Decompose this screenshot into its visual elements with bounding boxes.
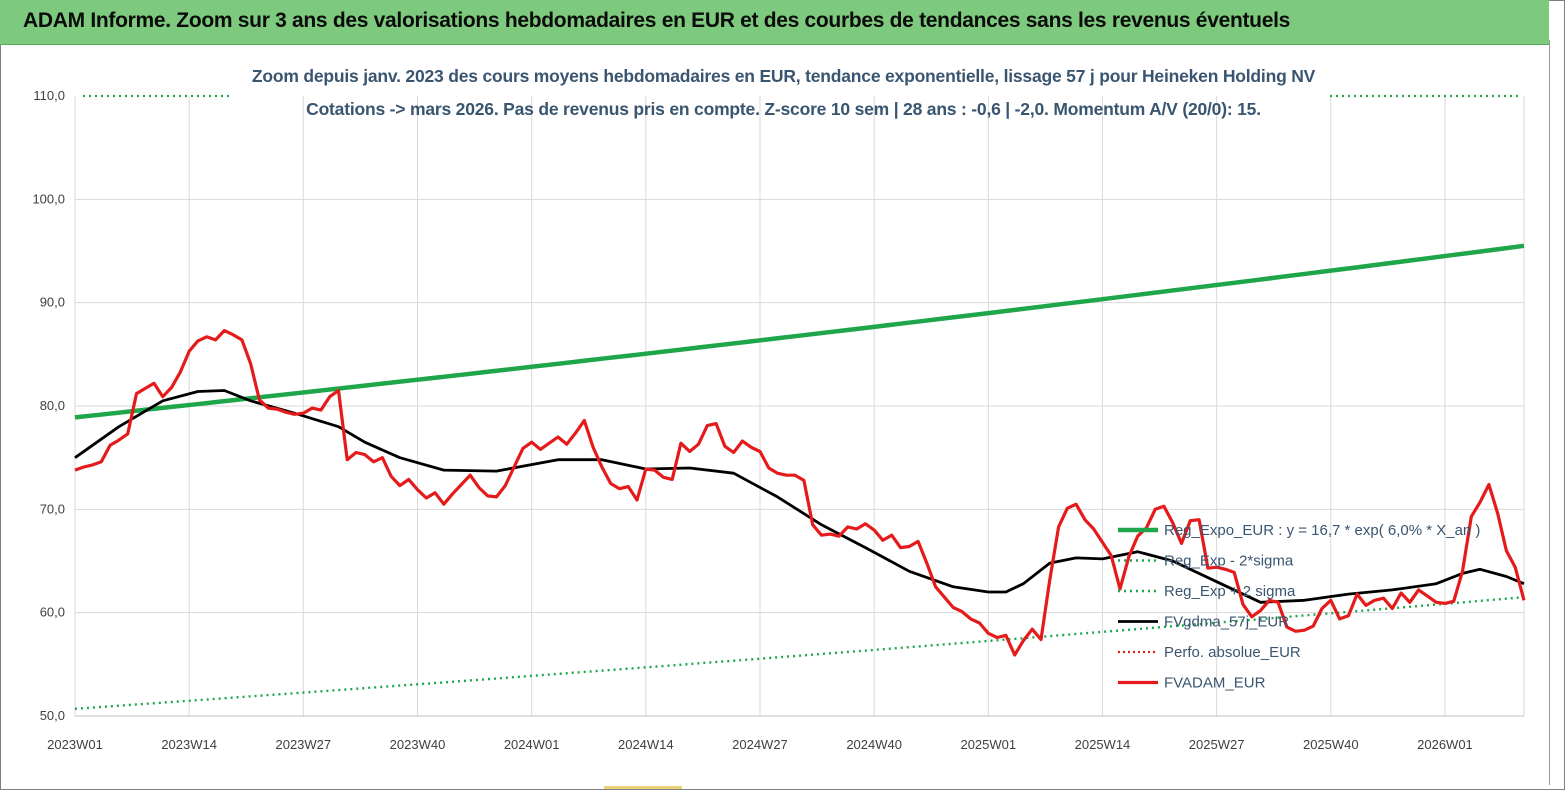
- legend-label: Reg_Exp + 2 sigma: [1164, 583, 1296, 600]
- x-tick-label: 2024W14: [618, 737, 674, 752]
- legend-label: FVgdma_57j_EUR: [1164, 614, 1289, 631]
- x-tick-label: 2024W40: [846, 737, 902, 752]
- y-tick-label: 90,0: [40, 295, 65, 310]
- x-tick-label: 2023W01: [47, 737, 103, 752]
- series-fvadam: [74, 329, 1526, 657]
- sheet-tab-marker: [604, 786, 682, 789]
- x-axis-ticks: 2023W01 2023W14 2023W27 2023W40 2024W01 2024W…: [47, 737, 1473, 752]
- y-tick-label: 110,0: [33, 88, 65, 103]
- x-tick-label: 2025W40: [1303, 737, 1359, 752]
- legend-label: Reg_Exp - 2*sigma: [1164, 553, 1294, 570]
- y-tick-label: 100,0: [32, 191, 65, 206]
- x-tick-label: 2026W01: [1417, 737, 1473, 752]
- y-tick-label: 50,0: [40, 708, 65, 723]
- series-fvgdma: [74, 389, 1525, 604]
- x-tick-label: 2023W27: [275, 737, 331, 752]
- report-banner: ADAM Informe. Zoom sur 3 ans des valoris…: [0, 0, 1549, 45]
- legend-label: Reg_Expo_EUR : y = 16,7 * exp( 6,0% * X_…: [1164, 522, 1480, 539]
- x-tick-label: 2024W27: [732, 737, 788, 752]
- y-axis-ticks: 50,0 60,0 70,0 80,0 90,0 100,0 110,0: [32, 88, 65, 723]
- gridlines: [74, 96, 1525, 717]
- y-tick-label: 60,0: [40, 605, 65, 620]
- y-tick-label: 80,0: [40, 398, 65, 413]
- series-reg-minus-2sigma: [74, 596, 1525, 710]
- x-tick-label: 2025W27: [1189, 737, 1245, 752]
- x-tick-label: 2023W40: [390, 737, 446, 752]
- right-scroll-edge: [1549, 40, 1564, 785]
- x-tick-label: 2025W01: [960, 737, 1016, 752]
- chart-title: Zoom depuis janv. 2023 des cours moyens …: [251, 66, 1316, 86]
- legend: Reg_Expo_EUR : y = 16,7 * exp( 6,0% * X_…: [1118, 522, 1480, 692]
- legend-label: FVADAM_EUR: [1164, 675, 1266, 692]
- y-tick-label: 70,0: [40, 501, 65, 516]
- series-lines: [74, 94, 1526, 710]
- report-title: ADAM Informe. Zoom sur 3 ans des valoris…: [23, 9, 1290, 32]
- series-reg-expo: [74, 243, 1525, 420]
- x-tick-label: 2025W14: [1075, 737, 1131, 752]
- legend-label: Perfo. absolue_EUR: [1164, 644, 1301, 661]
- x-tick-label: 2024W01: [504, 737, 560, 752]
- chart-subtitle: Cotations -> mars 2026. Pas de revenus p…: [306, 99, 1261, 119]
- x-tick-label: 2023W14: [161, 737, 217, 752]
